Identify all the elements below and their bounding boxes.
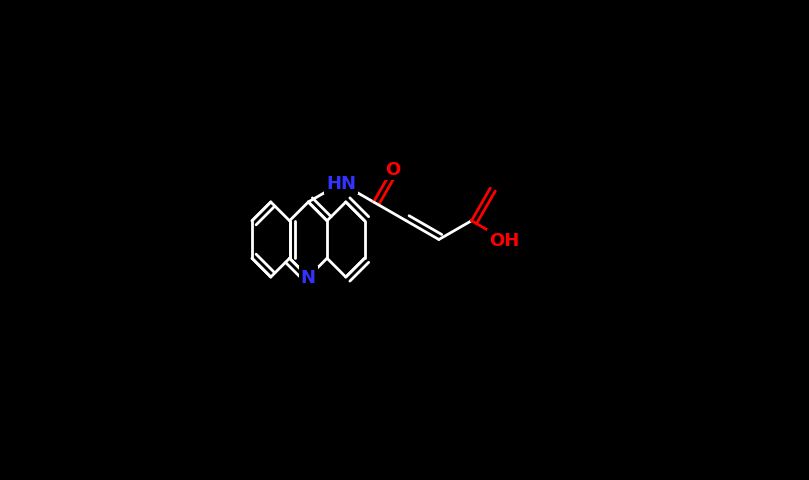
Text: OH: OH	[489, 231, 519, 249]
Text: N: N	[301, 268, 316, 287]
Text: O: O	[385, 161, 400, 179]
Text: HN: HN	[326, 175, 356, 193]
